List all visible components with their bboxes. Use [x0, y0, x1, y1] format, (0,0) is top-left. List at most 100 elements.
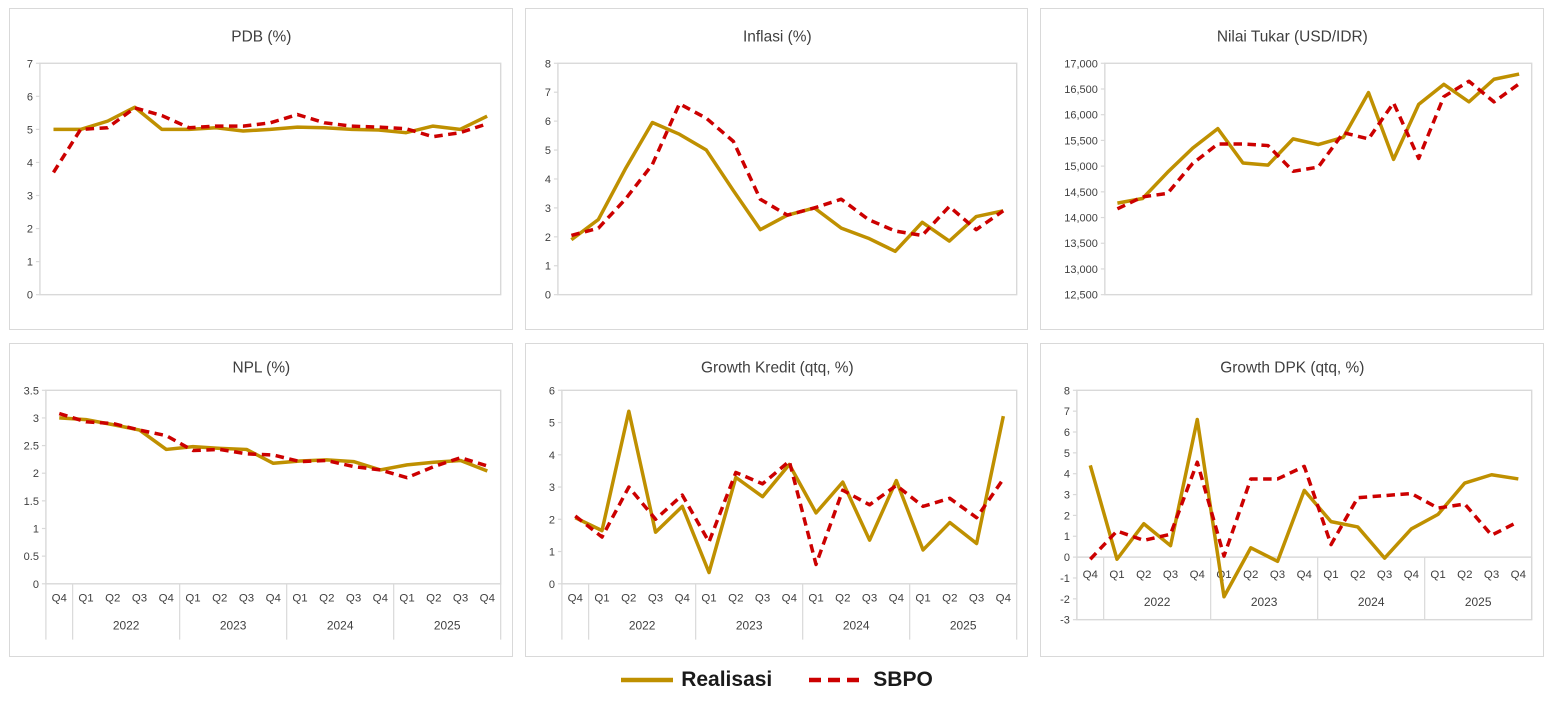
- x-quarter-label: Q3: [1484, 569, 1499, 581]
- chart-title-pdb: PDB (%): [231, 28, 291, 45]
- plot-border: [39, 62, 502, 296]
- x-quarter-label: Q3: [239, 593, 254, 605]
- y-tick-label: 2: [548, 514, 554, 526]
- sbpo-dashed-line-icon: [809, 677, 866, 683]
- y-tick-label: 3: [1064, 490, 1070, 502]
- y-tick-label: 12,500: [1065, 290, 1099, 302]
- pdb-chart: PDB (%) 0 1 2 3 4 5 6 7: [27, 28, 502, 302]
- x-quarter-label: Q2: [1136, 569, 1151, 581]
- y-tick-label: 14,500: [1065, 187, 1099, 199]
- y-tick-label: 16,000: [1065, 110, 1099, 122]
- y-tick-label: 4: [1064, 469, 1070, 481]
- chart-panel-growth-kredit: Growth Kredit (qtq, %) 0 1 2 3 4 5 6 Q4 Q1 Q2 Q3 Q4…: [524, 343, 1029, 657]
- x-quarter-label: Q1: [399, 593, 414, 605]
- y-tick-label: 1: [548, 547, 554, 559]
- x-quarter-label: Q3: [346, 593, 361, 605]
- chart-panel-nilai-tukar: Nilai Tukar (USD/IDR) 12,500 13,000 13,500…: [1040, 8, 1544, 330]
- y-tick-label: 16,500: [1065, 84, 1099, 96]
- chart-title-nilai-tukar: Nilai Tukar (USD/IDR): [1217, 28, 1368, 45]
- y-tick-label: 0: [27, 290, 33, 302]
- x-year-label: 2022: [1144, 595, 1171, 609]
- series-line-sbpo: [1089, 460, 1520, 561]
- x-year-label: 2022: [113, 619, 140, 633]
- chart-legend: Realisasi SBPO: [9, 668, 1544, 692]
- x-quarter-label: Q3: [862, 593, 877, 605]
- series-line-sbpo: [58, 411, 488, 480]
- x-quarter-label: Q2: [319, 593, 334, 605]
- y-tick-label: 1: [33, 523, 39, 535]
- y-tick-label: 0: [1064, 552, 1070, 564]
- y-tick-label: 6: [548, 385, 554, 397]
- x-quarter-label: Q4: [1297, 569, 1313, 581]
- y-tick-label: 3: [27, 190, 33, 202]
- y-tick-label: -1: [1060, 573, 1070, 585]
- y-tick-label: 2: [1064, 510, 1070, 522]
- nilai-tukar-chart: Nilai Tukar (USD/IDR) 12,500 13,000 13,500…: [1065, 28, 1533, 302]
- x-quarter-label: Q3: [755, 593, 770, 605]
- x-quarter-label: Q2: [728, 593, 743, 605]
- y-tick-label: 3: [544, 203, 550, 215]
- x-quarter-label: Q1: [78, 593, 93, 605]
- x-quarter-label: Q3: [1377, 569, 1392, 581]
- x-quarter-label: Q1: [1110, 569, 1125, 581]
- plot-border: [556, 62, 1018, 296]
- y-tick-label: 1: [544, 261, 550, 273]
- plot-border: [45, 389, 502, 585]
- y-tick-label: 4: [544, 174, 550, 186]
- chart-title-growth-dpk: Growth DPK (qtq, %): [1221, 359, 1365, 376]
- legend-item-sbpo: SBPO: [808, 668, 933, 692]
- x-quarter-label: Q3: [1270, 569, 1285, 581]
- x-quarter-label: Q4: [52, 593, 68, 605]
- chart-title-inflasi: Inflasi (%): [743, 28, 812, 45]
- y-tick-label: 2: [27, 224, 33, 236]
- chart-title-growth-kredit: Growth Kredit (qtq, %): [701, 359, 854, 376]
- x-quarter-label: Q4: [1190, 569, 1206, 581]
- x-quarter-label: Q1: [701, 593, 716, 605]
- y-tick-label: 5: [548, 418, 554, 430]
- y-tick-label: 6: [1064, 427, 1070, 439]
- plot-border: [1104, 62, 1533, 296]
- y-tick-label: 2: [544, 232, 550, 244]
- inflasi-chart: Inflasi (%) 0 1 2 3 4 5 6 7 8: [544, 28, 1018, 302]
- y-tick-label: 0: [544, 290, 550, 302]
- x-quarter-label: Q4: [266, 593, 282, 605]
- y-tick-label: 2.5: [24, 441, 39, 453]
- y-tick-label: 7: [544, 87, 550, 99]
- y-tick-label: 5: [1064, 448, 1070, 460]
- y-tick-label: 4: [548, 450, 554, 462]
- x-quarter-label: Q1: [594, 593, 609, 605]
- x-quarter-label: Q3: [1163, 569, 1178, 581]
- y-tick-label: 14,000: [1065, 213, 1099, 225]
- y-tick-label: 1: [1064, 531, 1070, 543]
- chart-grid: PDB (%) 0 1 2 3 4 5 6 7 Inflasi (%) 0 1 2 3 4 5 6 7 8 N…: [9, 8, 1544, 657]
- series-line-sbpo: [52, 106, 488, 174]
- x-quarter-label: Q4: [674, 593, 690, 605]
- y-tick-label: 13,500: [1065, 238, 1099, 250]
- y-tick-label: 15,500: [1065, 135, 1099, 147]
- series-line-realisasi: [574, 409, 1005, 575]
- x-quarter-label: Q1: [915, 593, 930, 605]
- x-quarter-label: Q2: [426, 593, 441, 605]
- plot-border: [560, 389, 1018, 585]
- y-tick-label: 0.5: [24, 551, 39, 563]
- x-quarter-label: Q4: [373, 593, 389, 605]
- chart-title-npl: NPL (%): [232, 359, 290, 376]
- x-year-label: 2022: [629, 619, 656, 633]
- x-year-label: 2024: [1358, 595, 1385, 609]
- x-quarter-label: Q4: [888, 593, 904, 605]
- x-quarter-label: Q2: [942, 593, 957, 605]
- x-year-label: 2023: [220, 619, 247, 633]
- x-quarter-label: Q1: [1324, 569, 1339, 581]
- series-line-sbpo: [570, 102, 1004, 238]
- y-tick-label: 3: [548, 482, 554, 494]
- x-quarter-label: Q4: [480, 593, 496, 605]
- x-quarter-label: Q2: [835, 593, 850, 605]
- growth-dpk-chart: Growth DPK (qtq, %) -3 -2 -1 0 1 2 3 4 5 6 7 8 Q4 Q1 Q…: [1060, 359, 1533, 627]
- y-tick-label: 4: [27, 157, 33, 169]
- y-tick-label: -2: [1060, 594, 1070, 606]
- legend-label-realisasi: Realisasi: [681, 668, 773, 691]
- x-quarter-label: Q3: [969, 593, 984, 605]
- x-quarter-label: Q1: [292, 593, 307, 605]
- x-quarter-label: Q2: [621, 593, 636, 605]
